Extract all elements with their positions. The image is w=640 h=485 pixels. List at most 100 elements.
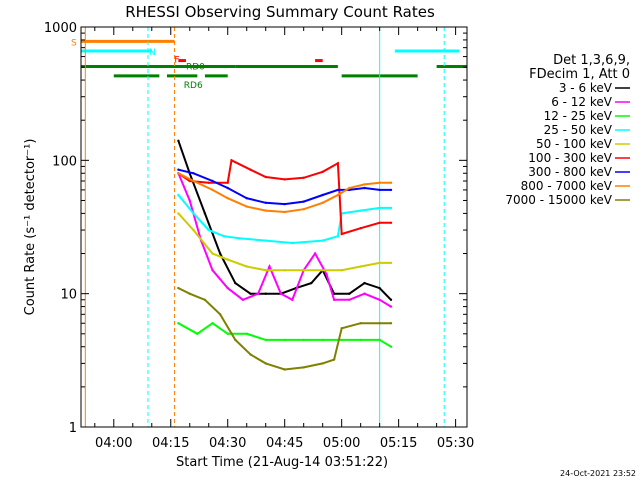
series-point-7-6	[283, 210, 286, 214]
series-point-7-1	[192, 179, 195, 183]
legend-label-7: 800 - 7000 keV	[521, 179, 613, 193]
series-point-1-13	[332, 298, 336, 301]
chart-title: RHESSI Observing Summary Count Rates	[125, 3, 435, 21]
series-line-5	[177, 158, 391, 236]
series-point-5-14	[389, 221, 393, 224]
x-tick-label-2: 04:30	[209, 436, 246, 451]
series-point-6-8	[321, 193, 324, 197]
series-point-1-1	[188, 199, 191, 202]
flag-bars: S N F RD0 RD6	[71, 38, 467, 91]
series-point-2-2	[211, 322, 214, 325]
series-point-4-0	[177, 212, 180, 215]
series-point-8-1	[188, 292, 191, 295]
series-point-0-13	[363, 281, 366, 285]
series-point-4-6	[283, 269, 286, 272]
x-tick-label-4: 05:00	[323, 436, 360, 451]
series-point-0-12	[348, 292, 351, 295]
series-point-2-0	[177, 322, 180, 325]
series-point-1-4	[226, 286, 229, 290]
series-point-6-3	[226, 186, 229, 190]
series-point-8-7	[283, 368, 286, 371]
series-point-4-4	[245, 265, 248, 268]
series-point-4-12	[389, 261, 393, 265]
series-point-1-17	[389, 305, 393, 308]
series-point-5-8	[302, 176, 305, 179]
series-point-8-4	[234, 338, 237, 342]
plot-frame	[80, 26, 468, 428]
x-tick-label-0: 04:00	[95, 436, 132, 451]
series-point-7-2	[211, 188, 214, 192]
y-axis-label: Count Rate (s⁻¹ detector⁻¹)	[23, 139, 38, 316]
legend-header-0: Det 1,3,6,9,	[553, 53, 630, 68]
series-point-5-9	[321, 170, 324, 173]
series-point-4-1	[192, 228, 195, 232]
x-axis: 04:00 04:15 04:30 04:45 05:00 05:15 05:30	[94, 27, 474, 451]
flag-label-N: N	[149, 48, 156, 58]
series-point-5-3	[226, 181, 229, 184]
series-point-4-10	[359, 265, 362, 268]
series-line-3	[177, 194, 391, 245]
series-point-3-7	[321, 239, 324, 242]
event-lines	[84, 27, 445, 427]
series-point-7-12	[378, 181, 381, 184]
series-point-1-16	[378, 298, 381, 301]
series-point-3-8	[336, 235, 340, 238]
series-point-4-3	[226, 258, 229, 261]
series-point-1-12	[325, 273, 328, 276]
series-point-5-4	[230, 159, 233, 162]
series-point-7-3	[226, 197, 229, 200]
series-point-6-1	[192, 172, 195, 175]
series-point-7-10	[348, 186, 351, 190]
series-point-7-9	[336, 193, 340, 197]
series-point-2-1	[196, 332, 199, 335]
series-point-0-5	[249, 292, 252, 295]
x-tick-label-5: 05:15	[380, 436, 417, 451]
series-point-5-10	[336, 162, 340, 165]
series-point-1-14	[348, 298, 351, 301]
series-point-3-5	[264, 239, 267, 242]
series-point-7-7	[302, 208, 305, 211]
series-point-5-6	[264, 175, 267, 179]
flag-label-RD6: RD6	[184, 81, 203, 91]
series-point-8-6	[264, 362, 267, 365]
series-point-8-13	[378, 322, 381, 325]
series-point-7-5	[264, 209, 267, 212]
series-point-2-5	[264, 338, 267, 342]
series-point-1-6	[256, 292, 260, 295]
series-point-7-4	[245, 205, 248, 208]
series-point-5-7	[283, 178, 286, 181]
series-point-6-6	[283, 202, 286, 206]
y-tick-label-2: 100	[52, 154, 77, 169]
series-point-8-8	[302, 366, 305, 369]
series-point-5-12	[359, 227, 362, 230]
series-point-0-0	[177, 139, 180, 142]
series-point-3-6	[291, 241, 294, 245]
x-tick-label-6: 05:30	[437, 436, 474, 451]
series-point-6-11	[363, 186, 366, 190]
x-tick-label-3: 04:45	[266, 436, 303, 451]
series-point-6-12	[378, 188, 381, 192]
series-point-8-5	[249, 353, 252, 356]
series-point-8-12	[359, 322, 362, 325]
series-point-8-2	[203, 298, 207, 301]
series-point-5-5	[249, 168, 252, 171]
series-point-3-2	[207, 228, 210, 232]
series-point-4-7	[302, 269, 305, 272]
series-point-1-9	[291, 298, 294, 301]
y-axis: 1 10 100 1000	[44, 21, 467, 436]
series-point-8-0	[177, 286, 180, 290]
series-point-8-10	[332, 358, 336, 361]
series-point-7-13	[389, 181, 393, 184]
series-point-2-4	[245, 332, 248, 335]
legend-label-6: 300 - 800 keV	[528, 165, 612, 179]
series-point-3-12	[389, 206, 393, 210]
series-point-4-5	[264, 269, 267, 272]
flag-label-S: S	[71, 38, 77, 48]
legend-label-8: 7000 - 15000 keV	[505, 193, 612, 207]
series-point-6-2	[211, 179, 214, 183]
series-point-0-9	[310, 281, 313, 285]
legend-label-1: 6 - 12 keV	[551, 95, 613, 109]
